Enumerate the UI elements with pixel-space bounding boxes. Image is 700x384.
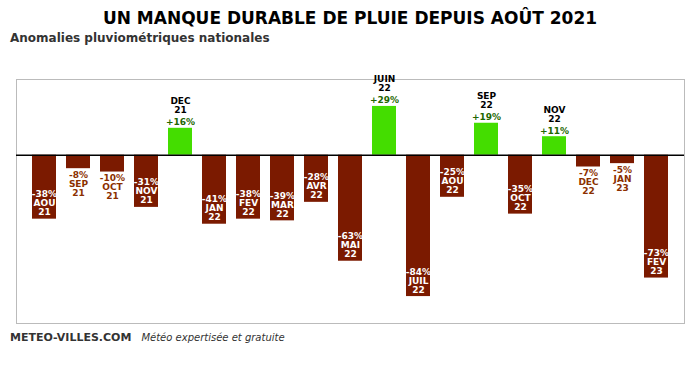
svg-text:-38%AOU21: -38%AOU21: [32, 189, 57, 217]
svg-text:+16%: +16%: [166, 117, 195, 127]
html-text:UN MANQUE DURABLE DE PLUIE DEP: UN MANQUE DURABLE DE PLUIE DEPUIS AOÛT 2…: [102, 8, 598, 28]
svg-text:+11%: +11%: [540, 126, 569, 136]
svg-text:-84%JUIL22: -84%JUIL22: [406, 267, 431, 295]
svg-text:-39%MAR22: -39%MAR22: [270, 191, 295, 219]
svg-text:-41%JAN22: -41%JAN22: [202, 194, 227, 222]
svg-text:-35%OCT22: -35%OCT22: [508, 184, 533, 212]
svg-text:+19%: +19%: [472, 112, 501, 122]
svg-text:-73%FEV23: -73%FEV23: [644, 248, 669, 276]
svg-text:-28%AVR22: -28%AVR22: [304, 172, 329, 200]
svg-text:-38%FEV22: -38%FEV22: [236, 189, 261, 217]
svg-text:-7%DEC22: -7%DEC22: [578, 168, 599, 196]
svg-text:-8%SEP21: -8%SEP21: [69, 170, 89, 198]
svg-text:-5%JAN23: -5%JAN23: [613, 165, 632, 193]
html-text:Anomalies pluviométriques nati: Anomalies pluviométriques nationales: [10, 31, 270, 45]
svg-text:JUIN22: JUIN22: [373, 74, 396, 93]
svg-text:-25%AOU22: -25%AOU22: [440, 167, 465, 195]
svg-text:-63%MAI22: -63%MAI22: [338, 231, 363, 259]
svg-text:-10%OCT21: -10%OCT21: [100, 173, 125, 201]
svg-text:-31%NOV21: -31%NOV21: [134, 177, 159, 205]
svg-text:SEP22: SEP22: [477, 91, 497, 110]
svg-text:DEC21: DEC21: [170, 96, 191, 115]
svg-text:NOV22: NOV22: [544, 105, 566, 124]
svg-text:+29%: +29%: [370, 95, 399, 105]
html-text:METEO-VILLES.COM: METEO-VILLES.COM: [10, 331, 132, 344]
html-text:Météo expertisée et gratuite: Météo expertisée et gratuite: [141, 332, 285, 343]
